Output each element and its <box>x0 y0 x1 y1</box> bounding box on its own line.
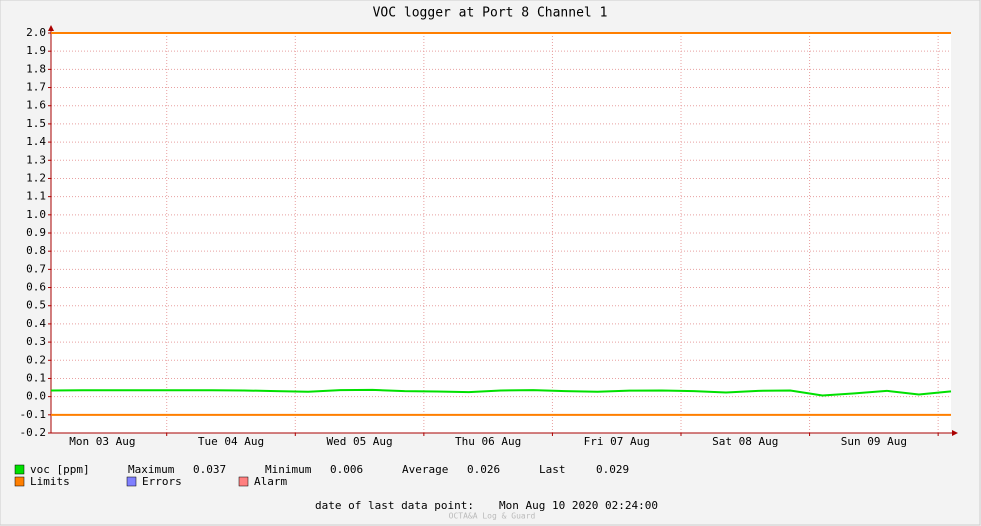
legend-swatch <box>14 464 25 475</box>
y-tick-label: -0.1 <box>20 408 47 421</box>
y-tick-label: 1.3 <box>26 153 46 166</box>
x-tick-label: Fri 07 Aug <box>584 435 650 448</box>
x-tick-label: Sun 09 Aug <box>841 435 907 448</box>
legend-label: voc [ppm] <box>30 463 90 476</box>
y-tick-label: 1.7 <box>26 81 46 94</box>
footer-value: Mon Aug 10 2020 02:24:00 <box>499 499 658 512</box>
data-line <box>50 388 952 397</box>
x-tick-label: Thu 06 Aug <box>455 435 521 448</box>
x-tick-label: Tue 04 Aug <box>198 435 264 448</box>
stat-label: Minimum <box>265 463 312 476</box>
y-tick-label: 0.9 <box>26 226 46 239</box>
y-tick-label: 1.1 <box>26 190 46 203</box>
y-tick-label: 0.1 <box>26 371 46 384</box>
y-tick-label: 1.0 <box>26 208 46 221</box>
y-tick-label: 0.6 <box>26 281 46 294</box>
y-tick-label: 0.7 <box>26 262 46 275</box>
legend-label: Limits <box>30 475 70 488</box>
x-axis-arrow <box>952 430 958 436</box>
x-tick-label: Wed 05 Aug <box>326 435 392 448</box>
x-tick-label: Sat 08 Aug <box>712 435 778 448</box>
stat-value: 0.006 <box>330 463 363 476</box>
y-tick-label: 0.4 <box>26 317 46 330</box>
stat-value: 0.037 <box>193 463 226 476</box>
y-tick-label: -0.2 <box>20 426 47 439</box>
footer-label: date of last data point: <box>315 499 474 512</box>
y-tick-label: 0.3 <box>26 335 46 348</box>
y-tick-label: 1.8 <box>26 62 46 75</box>
stat-label: Average <box>402 463 448 476</box>
stat-label: Maximum <box>128 463 175 476</box>
y-tick-label: 1.6 <box>26 99 46 112</box>
y-tick-label: 2.0 <box>26 26 46 39</box>
chart-title: VOC logger at Port 8 Channel 1 <box>373 6 608 21</box>
stat-value: 0.026 <box>467 463 500 476</box>
legend-label: Alarm <box>254 475 287 488</box>
y-tick-label: 1.5 <box>26 117 46 130</box>
y-tick-label: 0.2 <box>26 353 46 366</box>
y-tick-label: 1.4 <box>26 135 46 148</box>
y-tick-label: 1.9 <box>26 44 46 57</box>
stat-label: Last <box>539 463 566 476</box>
stat-value: 0.029 <box>596 463 629 476</box>
y-tick-label: 0.0 <box>26 390 46 403</box>
y-tick-label: 1.2 <box>26 171 46 184</box>
legend-label: Errors <box>142 475 182 488</box>
legend-swatch <box>238 476 249 487</box>
y-axis-arrow <box>48 25 54 31</box>
legend-swatch <box>14 476 25 487</box>
watermark: OCTA&A Log & Guard <box>449 512 536 521</box>
x-tick-label: Mon 03 Aug <box>69 435 135 448</box>
legend-swatch <box>126 476 137 487</box>
y-tick-label: 0.5 <box>26 299 46 312</box>
y-tick-label: 0.8 <box>26 244 46 257</box>
